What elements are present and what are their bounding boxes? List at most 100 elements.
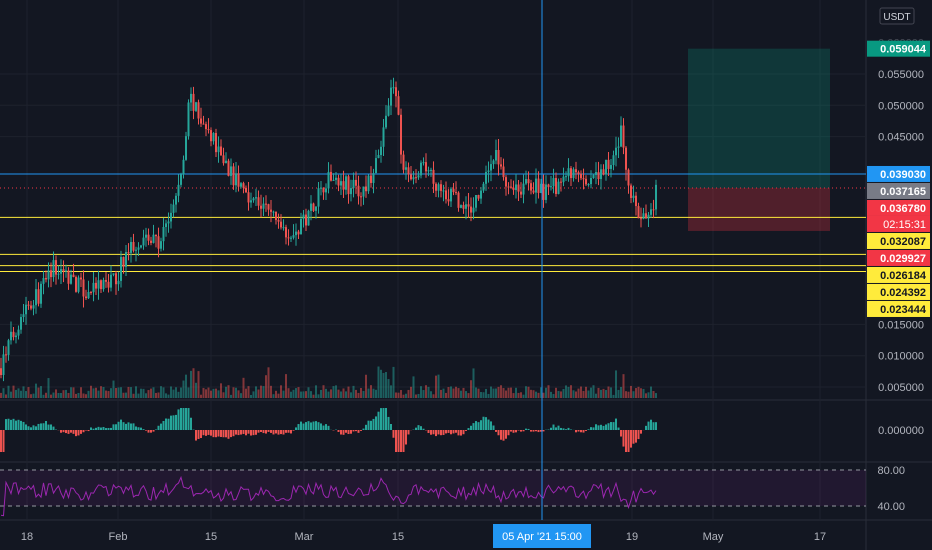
candle xyxy=(412,177,415,180)
macd-bar xyxy=(100,427,102,430)
price-tag-label: 0.039030 xyxy=(880,169,926,181)
volume-bar xyxy=(507,387,510,398)
candle xyxy=(120,257,122,281)
price-tag-label: 0.024392 xyxy=(880,287,926,299)
volume-bar xyxy=(152,387,155,398)
volume-bar xyxy=(262,386,265,398)
macd-bar xyxy=(505,430,507,439)
volume-bar xyxy=(10,391,12,398)
macd-bar xyxy=(620,430,622,437)
rsi-line xyxy=(0,475,657,517)
candle xyxy=(385,115,387,128)
candle xyxy=(440,184,442,191)
macd-bar xyxy=(465,430,467,431)
volume-bar xyxy=(317,394,320,398)
candle xyxy=(547,184,550,188)
volume-bar xyxy=(640,388,642,398)
volume-bar xyxy=(225,386,227,398)
macd-bar xyxy=(512,430,515,433)
candle xyxy=(557,181,560,194)
candle xyxy=(572,169,575,179)
volume-bar xyxy=(162,387,165,398)
candle xyxy=(277,220,280,222)
volume-bar xyxy=(480,392,482,398)
volume-bar xyxy=(400,390,402,398)
volume-bar xyxy=(547,385,550,398)
macd-bar xyxy=(502,430,505,441)
macd-bar xyxy=(260,430,262,432)
volume-bar xyxy=(522,394,525,398)
candle xyxy=(395,87,397,97)
candle xyxy=(377,154,380,159)
candle xyxy=(655,184,657,210)
macd-bar xyxy=(387,416,390,430)
volume-bar xyxy=(315,385,317,398)
volume-bar xyxy=(47,378,50,398)
volume-bar xyxy=(52,392,55,398)
macd-bar xyxy=(132,423,135,430)
volume-bar xyxy=(310,391,312,398)
volume-bar xyxy=(120,387,122,398)
candle xyxy=(282,227,285,229)
macd-bar xyxy=(125,423,127,430)
volume-bar xyxy=(350,392,352,398)
macd-bar xyxy=(12,418,15,430)
candle xyxy=(605,159,607,175)
volume-bar xyxy=(375,389,377,398)
candle xyxy=(530,183,532,191)
candle xyxy=(12,331,15,338)
macd-bar xyxy=(472,423,475,430)
candle xyxy=(472,207,475,213)
macd-bar xyxy=(25,424,27,430)
macd-bar xyxy=(185,408,187,430)
volume-bar xyxy=(412,376,415,398)
volume-bar xyxy=(352,385,355,398)
volume-bar xyxy=(307,387,310,398)
volume-bar xyxy=(437,374,440,398)
volume-bar xyxy=(345,391,347,398)
macd-bar xyxy=(272,430,275,435)
volume-bar xyxy=(57,393,60,398)
candle xyxy=(260,205,262,209)
macd-bar xyxy=(497,430,500,436)
volume-bar xyxy=(550,391,552,398)
macd-bar xyxy=(165,418,167,430)
macd-bar xyxy=(297,424,300,430)
volume-bar xyxy=(112,380,115,398)
candle xyxy=(300,218,302,235)
macd-bar xyxy=(417,425,420,430)
volume-bar xyxy=(30,394,32,398)
candle xyxy=(227,160,230,176)
volume-bar xyxy=(7,385,10,398)
volume-bar xyxy=(637,386,640,398)
candle xyxy=(162,227,165,242)
volume-bar xyxy=(305,391,307,398)
macd-bar xyxy=(380,408,382,430)
volume-bar xyxy=(172,389,175,398)
volume-bar xyxy=(35,383,37,398)
candle xyxy=(150,240,152,243)
volume-bar xyxy=(555,387,557,398)
price-tag xyxy=(867,283,930,300)
macd-bar xyxy=(120,419,122,430)
volume-bar xyxy=(297,387,300,398)
macd-bar xyxy=(402,430,405,452)
price-tick-label: 0.015000 xyxy=(878,319,924,331)
volume-bar xyxy=(290,391,292,398)
candle xyxy=(632,195,635,198)
macd-bar xyxy=(557,425,560,430)
long-position-box[interactable] xyxy=(688,48,830,231)
volume-bar xyxy=(497,386,500,398)
volume-bar xyxy=(405,393,407,398)
macd-bar xyxy=(647,421,650,430)
volume-bar xyxy=(397,392,400,398)
candle xyxy=(67,270,70,284)
volume-bar xyxy=(515,387,517,398)
macd-bar xyxy=(327,425,330,430)
time-axis[interactable]: 18 Feb 15 Mar 15 19 May 17 05 Apr '21 15:00 xyxy=(21,524,826,548)
candle xyxy=(75,276,77,292)
volume-bar xyxy=(62,390,65,398)
macd-bar xyxy=(350,430,352,434)
